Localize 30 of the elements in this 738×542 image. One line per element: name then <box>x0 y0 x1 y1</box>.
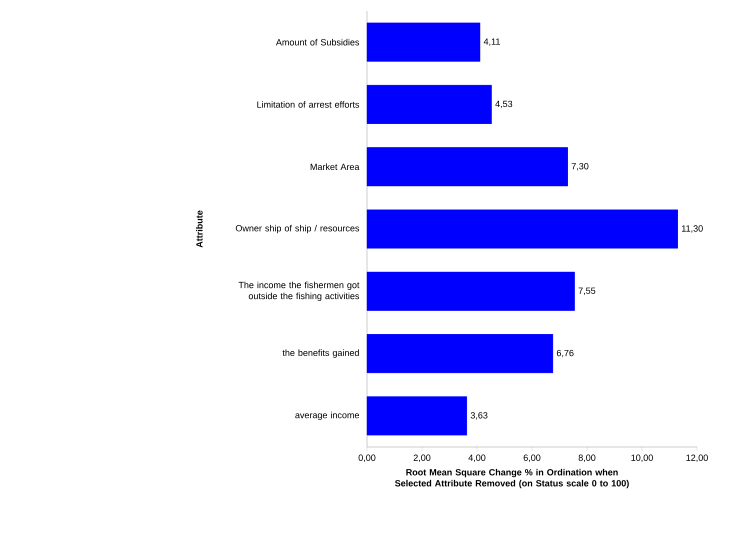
bar <box>366 210 678 249</box>
y-tick-label: The income the fishermen got outside the fishing activities <box>238 282 360 301</box>
y-tick-label: Owner ship of ship / resources <box>236 224 360 234</box>
x-tick-label: 10,00 <box>631 454 653 462</box>
x-tick-label: 4,00 <box>468 454 486 462</box>
y-axis-title: Attribute <box>196 210 203 248</box>
data-label: 7,30 <box>572 163 588 170</box>
x-tick-label: 6,00 <box>524 454 540 462</box>
y-tick-label: Market Area <box>310 163 360 170</box>
bar <box>366 272 575 311</box>
data-label: 7,55 <box>578 288 596 295</box>
data-label: 4,53 <box>495 100 512 108</box>
data-label: 4,11 <box>484 38 500 46</box>
bar <box>366 84 492 124</box>
bar <box>366 22 480 62</box>
y-tick-label: Amount of Subsidies <box>276 38 360 46</box>
data-label: 3,63 <box>470 412 488 420</box>
bar <box>366 396 468 436</box>
x-tick-label: 0,00 <box>358 454 376 462</box>
x-tick-label: 12,00 <box>686 454 708 462</box>
data-label: 11,30 <box>682 225 703 233</box>
x-tick-label: 8,00 <box>578 454 596 462</box>
x-tick-label: 2,00 <box>414 454 430 462</box>
y-tick-label: average income <box>295 412 360 420</box>
data-label: 6,76 <box>556 350 574 358</box>
y-tick-label: the benefits gained <box>282 349 359 358</box>
x-axis-title: Root Mean Square Change % in Ordination when Selected Attribute Removed (on Status scale 0 to 100) <box>394 468 629 488</box>
y-tick-label: Limitation of arrest efforts <box>257 101 360 108</box>
bar <box>366 334 554 374</box>
bar <box>366 147 568 186</box>
